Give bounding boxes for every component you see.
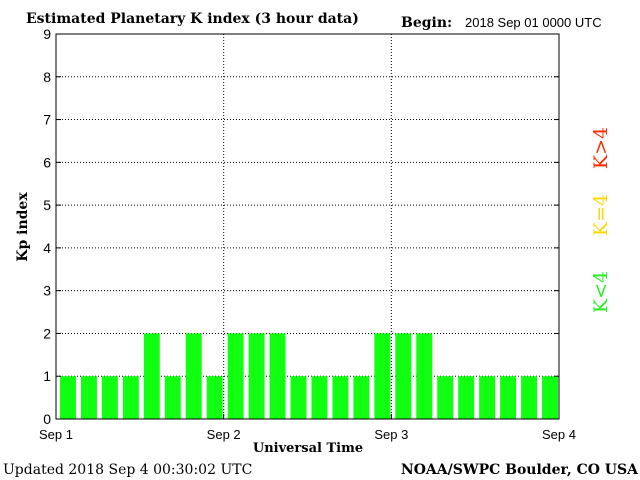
source-credit: NOAA/SWPC Boulder, CO USA [401, 462, 639, 478]
kp-bar [164, 376, 181, 419]
y-tick-label: 9 [43, 26, 51, 42]
kp-bar [374, 333, 391, 419]
begin-value: 2018 Sep 01 0000 UTC [465, 15, 602, 30]
kp-bar [521, 376, 538, 419]
y-tick-label: 2 [43, 325, 51, 341]
y-tick-label: 5 [43, 197, 51, 213]
updated-timestamp: Updated 2018 Sep 4 00:30:02 UTC [3, 462, 252, 478]
y-tick-label: 4 [43, 240, 51, 256]
bars [60, 333, 558, 419]
kp-bar [395, 333, 412, 419]
x-axis-ticks: Sep 1 Sep 2 Sep 3 Sep 4 [39, 414, 576, 442]
kp-bar [290, 376, 307, 419]
kp-bar [437, 376, 454, 419]
y-axis-ticks: 0 1 2 3 4 5 6 7 8 9 [43, 26, 559, 427]
chart-title: Estimated Planetary K index (3 hour data… [26, 11, 359, 27]
kp-bar [206, 376, 223, 419]
y-tick-label: 1 [43, 368, 51, 384]
kp-bar [248, 333, 265, 419]
plot-frame [55, 33, 560, 420]
y-tick-label: 3 [43, 283, 51, 299]
grid-lines [56, 34, 559, 419]
kp-bar [311, 376, 328, 419]
kp-bar [269, 333, 286, 419]
y-tick-label: 8 [43, 69, 51, 85]
kp-bar [332, 376, 349, 419]
kp-bar [101, 376, 118, 419]
legend-k-below-4: K<4 [590, 271, 612, 313]
kp-bar [458, 376, 475, 419]
kp-bar [542, 376, 558, 419]
x-tick-label: Sep 4 [542, 427, 576, 442]
legend-k-equal-4: K=4 [590, 194, 612, 236]
begin-label: Begin: [401, 15, 452, 31]
x-tick-label: Sep 1 [39, 427, 73, 442]
kp-bar [60, 376, 76, 419]
kp-bar [500, 376, 517, 419]
legend-k-above-4: K>4 [590, 127, 612, 169]
x-tick-label: Sep 2 [207, 427, 241, 442]
kp-bar [227, 333, 244, 419]
kp-bar [185, 333, 202, 419]
kp-bar [143, 333, 160, 419]
kp-bar [416, 333, 433, 419]
y-tick-label: 6 [43, 154, 51, 170]
kp-bar [479, 376, 496, 419]
x-tick-label: Sep 3 [374, 427, 408, 442]
kp-bar [80, 376, 97, 419]
kp-bar [122, 376, 139, 419]
y-tick-label: 0 [43, 411, 51, 427]
y-tick-label: 7 [43, 112, 51, 128]
y-axis-label: Kp index [15, 192, 31, 262]
x-axis-label: Universal Time [253, 441, 363, 456]
kp-bar [353, 376, 370, 419]
